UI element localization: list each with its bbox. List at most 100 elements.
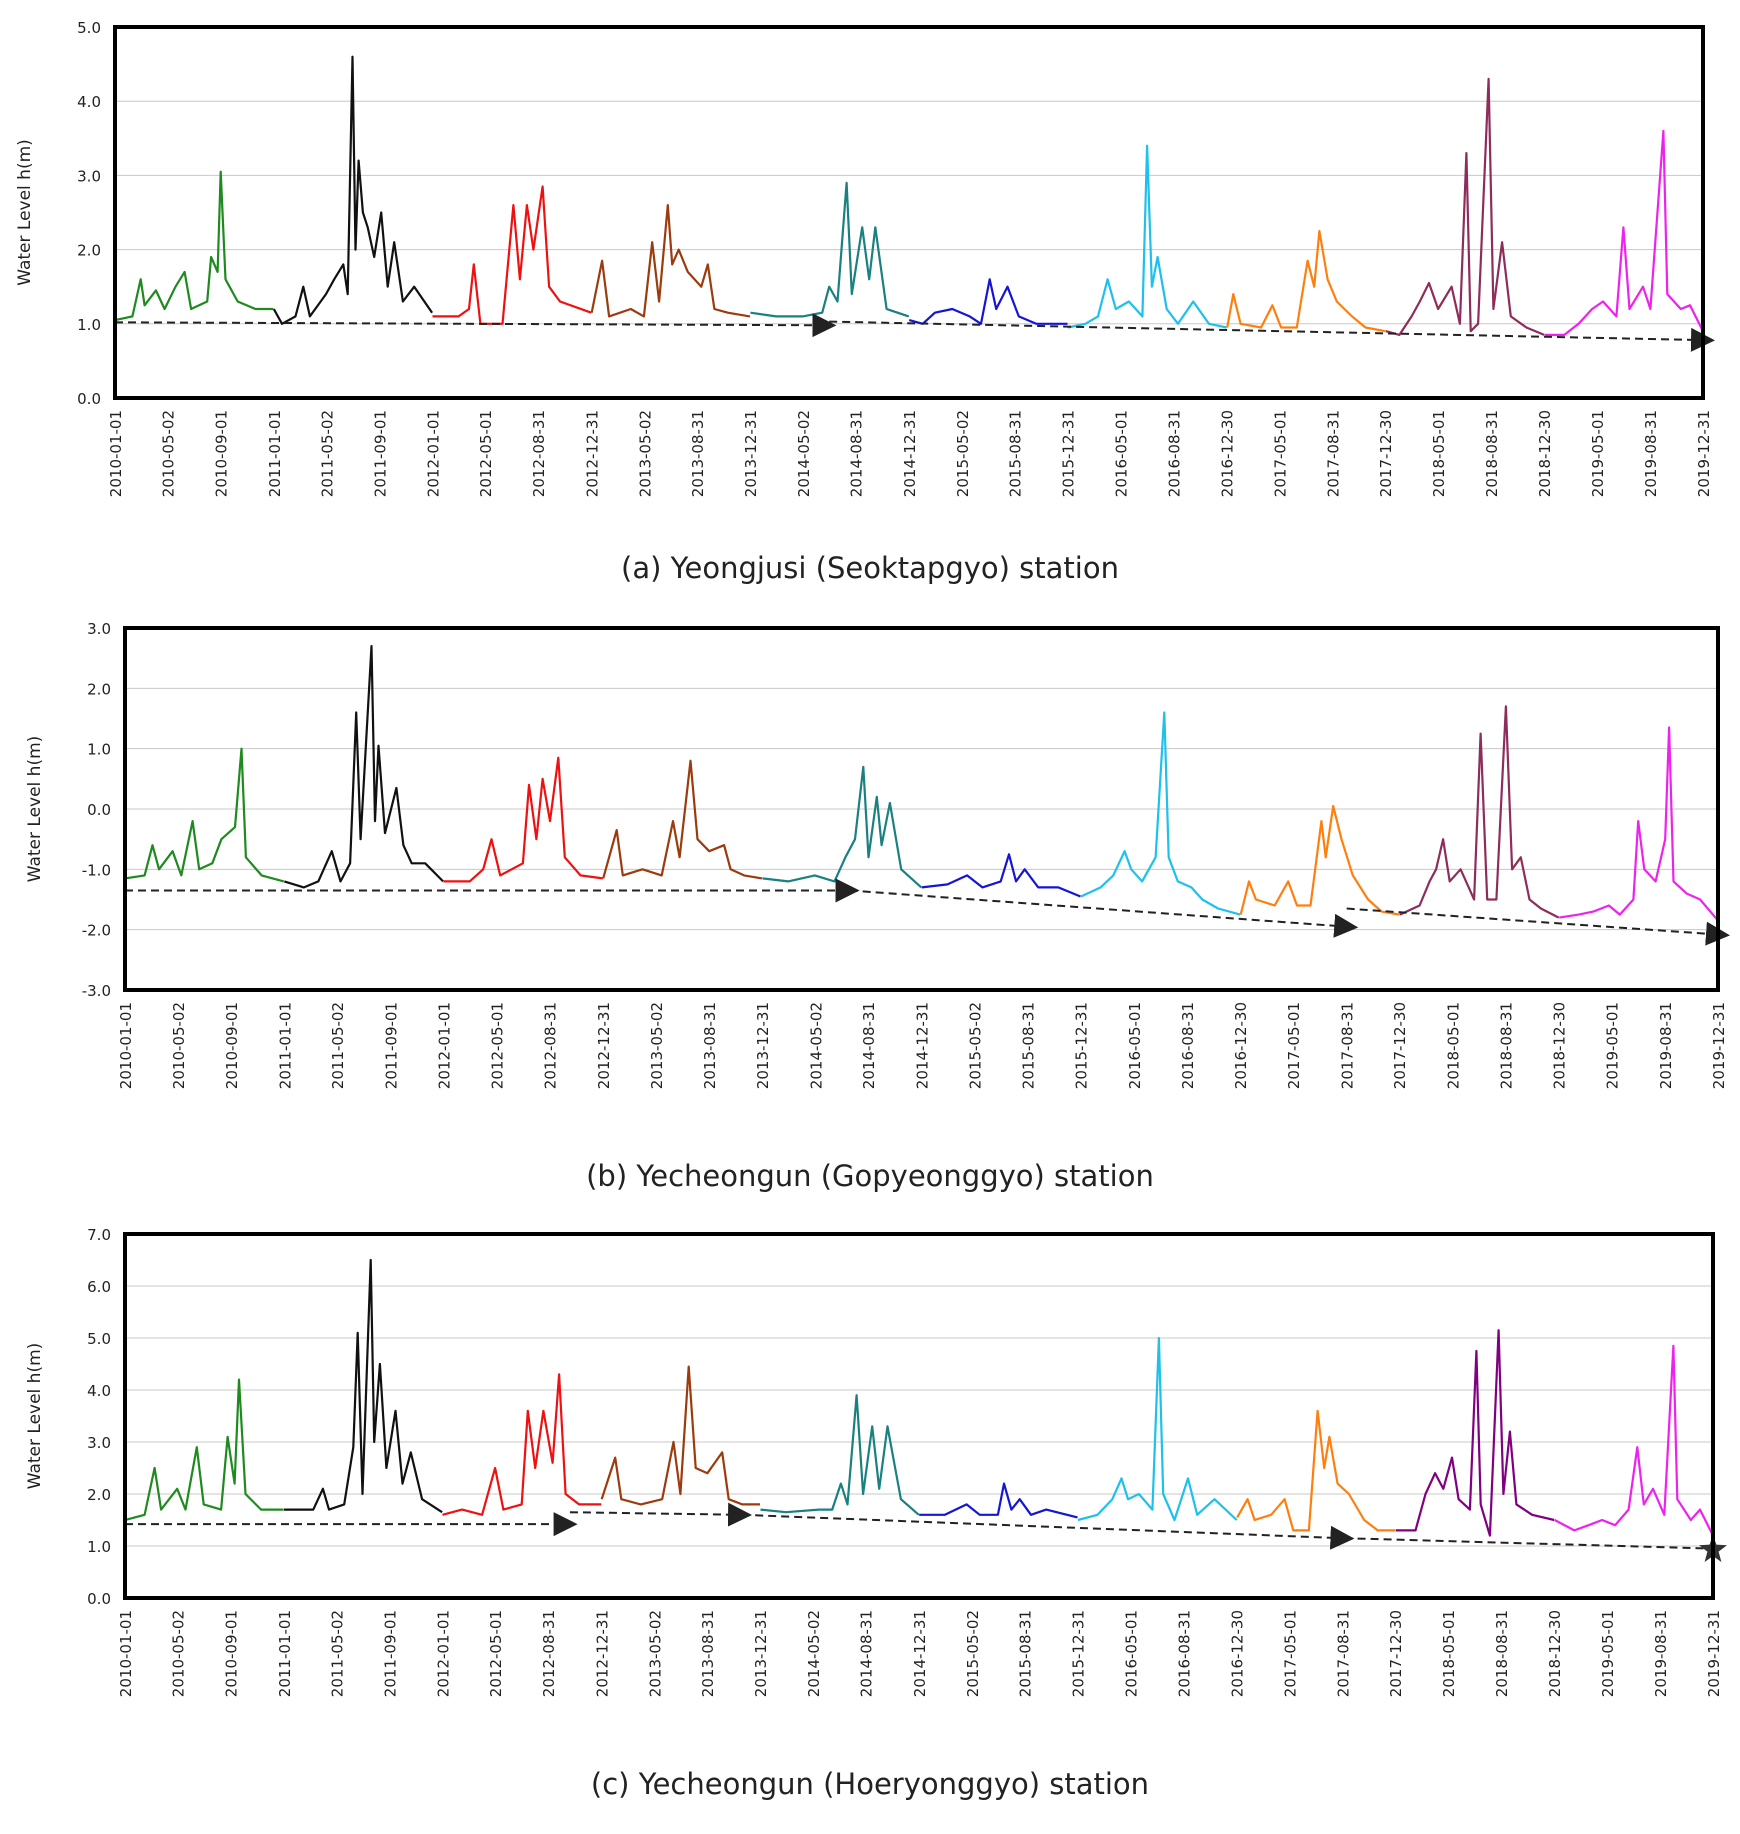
x-tick-label: 2015-05-02 xyxy=(967,1002,985,1089)
x-tick-label: 2017-12-30 xyxy=(1377,410,1395,497)
x-tick-label: 2017-08-31 xyxy=(1334,1610,1352,1697)
x-tick-label: 2013-08-31 xyxy=(699,1610,717,1697)
panel-c-baselines xyxy=(125,1502,1727,1563)
series-line xyxy=(114,170,274,322)
x-tick-label: 2010-05-02 xyxy=(170,1002,188,1089)
series-line xyxy=(908,278,1068,325)
series-line xyxy=(590,204,751,318)
baseline-trend-line xyxy=(1346,907,1730,946)
x-tick-label: 2015-08-31 xyxy=(1016,1610,1034,1697)
x-tick-label: 2012-08-31 xyxy=(542,1002,560,1089)
panel-b-y-axis-label: Water Level h(m) xyxy=(25,736,45,883)
x-tick-label: 2018-08-31 xyxy=(1493,1610,1511,1697)
x-tick-label: 2012-05-01 xyxy=(477,410,495,497)
panel-a-baselines xyxy=(114,313,1715,352)
series-line xyxy=(1236,1409,1396,1532)
x-tick-label: 2012-01-01 xyxy=(436,1002,454,1089)
x-tick-label: 2010-09-01 xyxy=(213,410,231,497)
x-tick-label: 2013-05-02 xyxy=(648,1002,666,1089)
x-tick-label: 2014-08-31 xyxy=(860,1002,878,1089)
series-line xyxy=(1559,726,1719,922)
panel-c-y-axis-label: Water Level h(m) xyxy=(25,1343,45,1490)
panel-a-plot-frame xyxy=(113,25,1705,400)
panel-c: 0.0 1.0 2.0 3.0 4.0 5.0 6.0 7.0 Water Level h(m… xyxy=(25,1226,1727,1801)
panel-a-xticks: 2010-01-01 2010-05-02 2010-09-01 2011-01-01… xyxy=(107,410,1713,497)
y-tick-label: 5.0 xyxy=(87,1330,111,1348)
y-tick-label: 5.0 xyxy=(77,19,101,37)
x-tick-label: 2017-12-30 xyxy=(1387,1610,1405,1697)
panel-b-caption: (b) Yecheongun (Gopyeonggyo) station xyxy=(586,1159,1154,1193)
baseline-trend-line xyxy=(742,1513,1355,1550)
y-tick-label: 1.0 xyxy=(87,741,111,759)
x-tick-label: 2019-08-31 xyxy=(1657,1002,1675,1089)
x-tick-label: 2014-08-31 xyxy=(848,410,866,497)
series-line xyxy=(750,181,910,318)
y-tick-label: 6.0 xyxy=(87,1278,111,1296)
x-tick-label: 2012-08-31 xyxy=(540,1610,558,1697)
panel-c-xticks: 2010-01-01 2010-05-02 2010-09-01 2011-01-01… xyxy=(117,1610,1723,1697)
x-tick-label: 2012-01-01 xyxy=(435,1610,453,1697)
x-tick-label: 2011-09-01 xyxy=(382,1002,400,1089)
x-tick-label: 2010-01-01 xyxy=(117,1002,135,1089)
x-tick-label: 2015-12-31 xyxy=(1070,1610,1088,1697)
series-line xyxy=(602,759,763,880)
series-line xyxy=(272,55,434,325)
x-tick-label: 2018-05-01 xyxy=(1440,1610,1458,1697)
x-tick-label: 2015-08-31 xyxy=(1019,1002,1037,1089)
x-tick-label: 2013-12-31 xyxy=(754,1002,772,1089)
x-tick-label: 2014-05-02 xyxy=(805,1610,823,1697)
series-line xyxy=(124,1378,284,1522)
panel-c-caption: (c) Yecheongun (Hoeryonggyo) station xyxy=(591,1767,1149,1801)
x-tick-label: 2019-05-01 xyxy=(1599,1610,1617,1697)
x-tick-label: 2014-05-02 xyxy=(795,410,813,497)
x-tick-label: 2011-01-01 xyxy=(276,1002,294,1089)
y-tick-label: 0.0 xyxy=(77,390,101,408)
series-line xyxy=(443,756,603,883)
y-tick-label: 3.0 xyxy=(87,1434,111,1452)
panel-a-series xyxy=(114,55,1704,336)
series-line xyxy=(1239,804,1400,916)
x-tick-label: 2016-08-31 xyxy=(1166,410,1184,497)
x-tick-label: 2013-05-02 xyxy=(646,1610,664,1697)
x-tick-label: 2017-05-01 xyxy=(1281,1610,1299,1697)
x-tick-label: 2013-12-31 xyxy=(742,410,760,497)
x-tick-label: 2015-08-31 xyxy=(1006,410,1024,497)
x-tick-label: 2019-08-31 xyxy=(1652,1610,1670,1697)
x-tick-label: 2012-12-31 xyxy=(583,410,601,497)
x-tick-label: 2013-05-02 xyxy=(636,410,654,497)
y-tick-label: 1.0 xyxy=(87,1538,111,1556)
x-tick-label: 2017-05-01 xyxy=(1271,410,1289,497)
x-tick-label: 2016-08-31 xyxy=(1176,1610,1194,1697)
x-tick-label: 2017-08-31 xyxy=(1338,1002,1356,1089)
series-line xyxy=(1226,229,1386,333)
x-tick-label: 2011-09-01 xyxy=(371,410,389,497)
y-tick-label: 0.0 xyxy=(87,801,111,819)
x-tick-label: 2012-01-01 xyxy=(425,410,443,497)
x-tick-label: 2010-09-01 xyxy=(223,1002,241,1089)
series-line xyxy=(1544,129,1704,336)
y-tick-label: 7.0 xyxy=(87,1226,111,1244)
panel-c-plot-frame xyxy=(123,1232,1715,1600)
x-tick-label: 2011-05-02 xyxy=(318,410,336,497)
x-tick-label: 2016-08-31 xyxy=(1179,1002,1197,1089)
series-line xyxy=(442,1373,602,1516)
x-tick-label: 2017-12-30 xyxy=(1391,1002,1409,1089)
y-tick-label: 4.0 xyxy=(87,1382,111,1400)
panel-a: 0.0 1.0 2.0 3.0 4.0 5.0 Water Level h(m) 2010… xyxy=(15,19,1715,585)
series-line xyxy=(919,1482,1078,1519)
series-line xyxy=(762,765,923,889)
panel-b-xticks: 2010-01-01 2010-05-02 2010-09-01 2011-01-01… xyxy=(117,1002,1728,1089)
panel-b-plot-frame xyxy=(123,626,1720,992)
baseline-trend-line xyxy=(569,1502,753,1527)
x-tick-label: 2012-08-31 xyxy=(530,410,548,497)
y-tick-label: 1.0 xyxy=(77,316,101,334)
series-line xyxy=(1385,77,1545,336)
x-tick-label: 2015-12-31 xyxy=(1060,410,1078,497)
x-tick-label: 2011-05-02 xyxy=(328,1610,346,1697)
x-tick-label: 2019-12-31 xyxy=(1710,1002,1728,1089)
x-tick-label: 2012-12-31 xyxy=(593,1610,611,1697)
x-tick-label: 2018-12-30 xyxy=(1536,410,1554,497)
x-tick-label: 2016-05-01 xyxy=(1113,410,1131,497)
